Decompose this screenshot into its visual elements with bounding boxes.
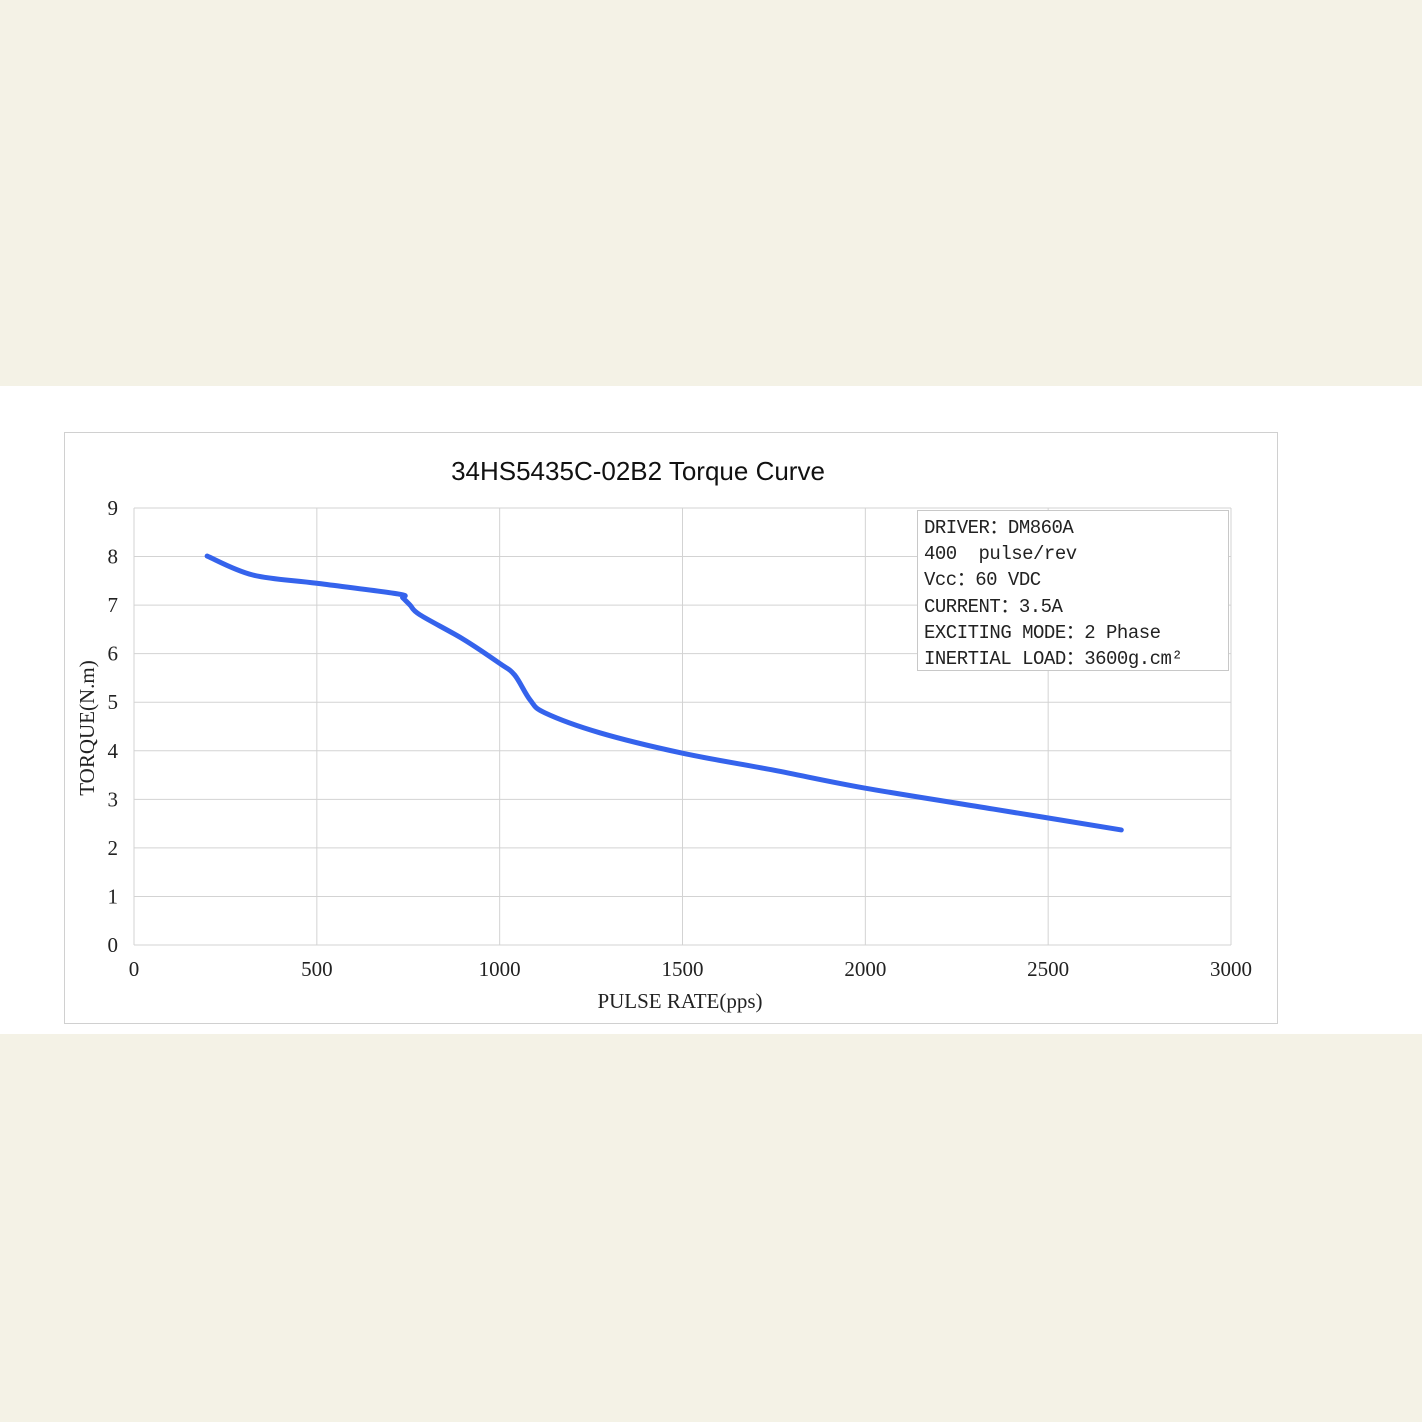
info-exciting-mode: EXCITING MODE：2 Phase xyxy=(924,621,1161,644)
x-axis-label: PULSE RATE(pps) xyxy=(597,989,762,1013)
torque-series-line xyxy=(204,553,1124,833)
y-tick-label: 5 xyxy=(108,690,119,714)
x-tick-label: 3000 xyxy=(1210,957,1252,981)
x-tick-label: 2500 xyxy=(1027,957,1069,981)
x-tick-label: 1000 xyxy=(479,957,521,981)
y-tick-label: 8 xyxy=(108,545,119,569)
info-vcc: Vcc：60 VDC xyxy=(924,569,1041,592)
y-tick-label: 3 xyxy=(108,787,119,811)
info-inertial-load: INERTIAL LOAD：3600g.cm² xyxy=(924,648,1183,671)
y-tick-label: 2 xyxy=(108,836,119,860)
x-tick-label: 1500 xyxy=(662,957,704,981)
info-current: CURRENT：3.5A xyxy=(924,595,1063,618)
x-tick-label: 500 xyxy=(301,957,333,981)
y-tick-label: 4 xyxy=(108,739,119,763)
x-tick-label: 2000 xyxy=(844,957,886,981)
y-tick-label: 9 xyxy=(108,496,119,520)
y-tick-label: 0 xyxy=(108,933,119,957)
chart-title: 34HS5435C-02B2 Torque Curve xyxy=(451,456,825,486)
y-axis-label: TORQUE(N.m) xyxy=(75,660,99,796)
info-driver: DRIVER：DM860A xyxy=(924,517,1074,539)
y-tick-label: 1 xyxy=(108,884,119,908)
y-tick-label: 6 xyxy=(108,642,119,666)
x-tick-label: 0 xyxy=(129,957,140,981)
motor-info-box: DRIVER：DM860A 400 pulse/rev Vcc：60 VDC C… xyxy=(917,510,1229,671)
y-tick-label: 7 xyxy=(108,593,119,617)
info-pulse: 400 pulse/rev xyxy=(924,543,1077,566)
